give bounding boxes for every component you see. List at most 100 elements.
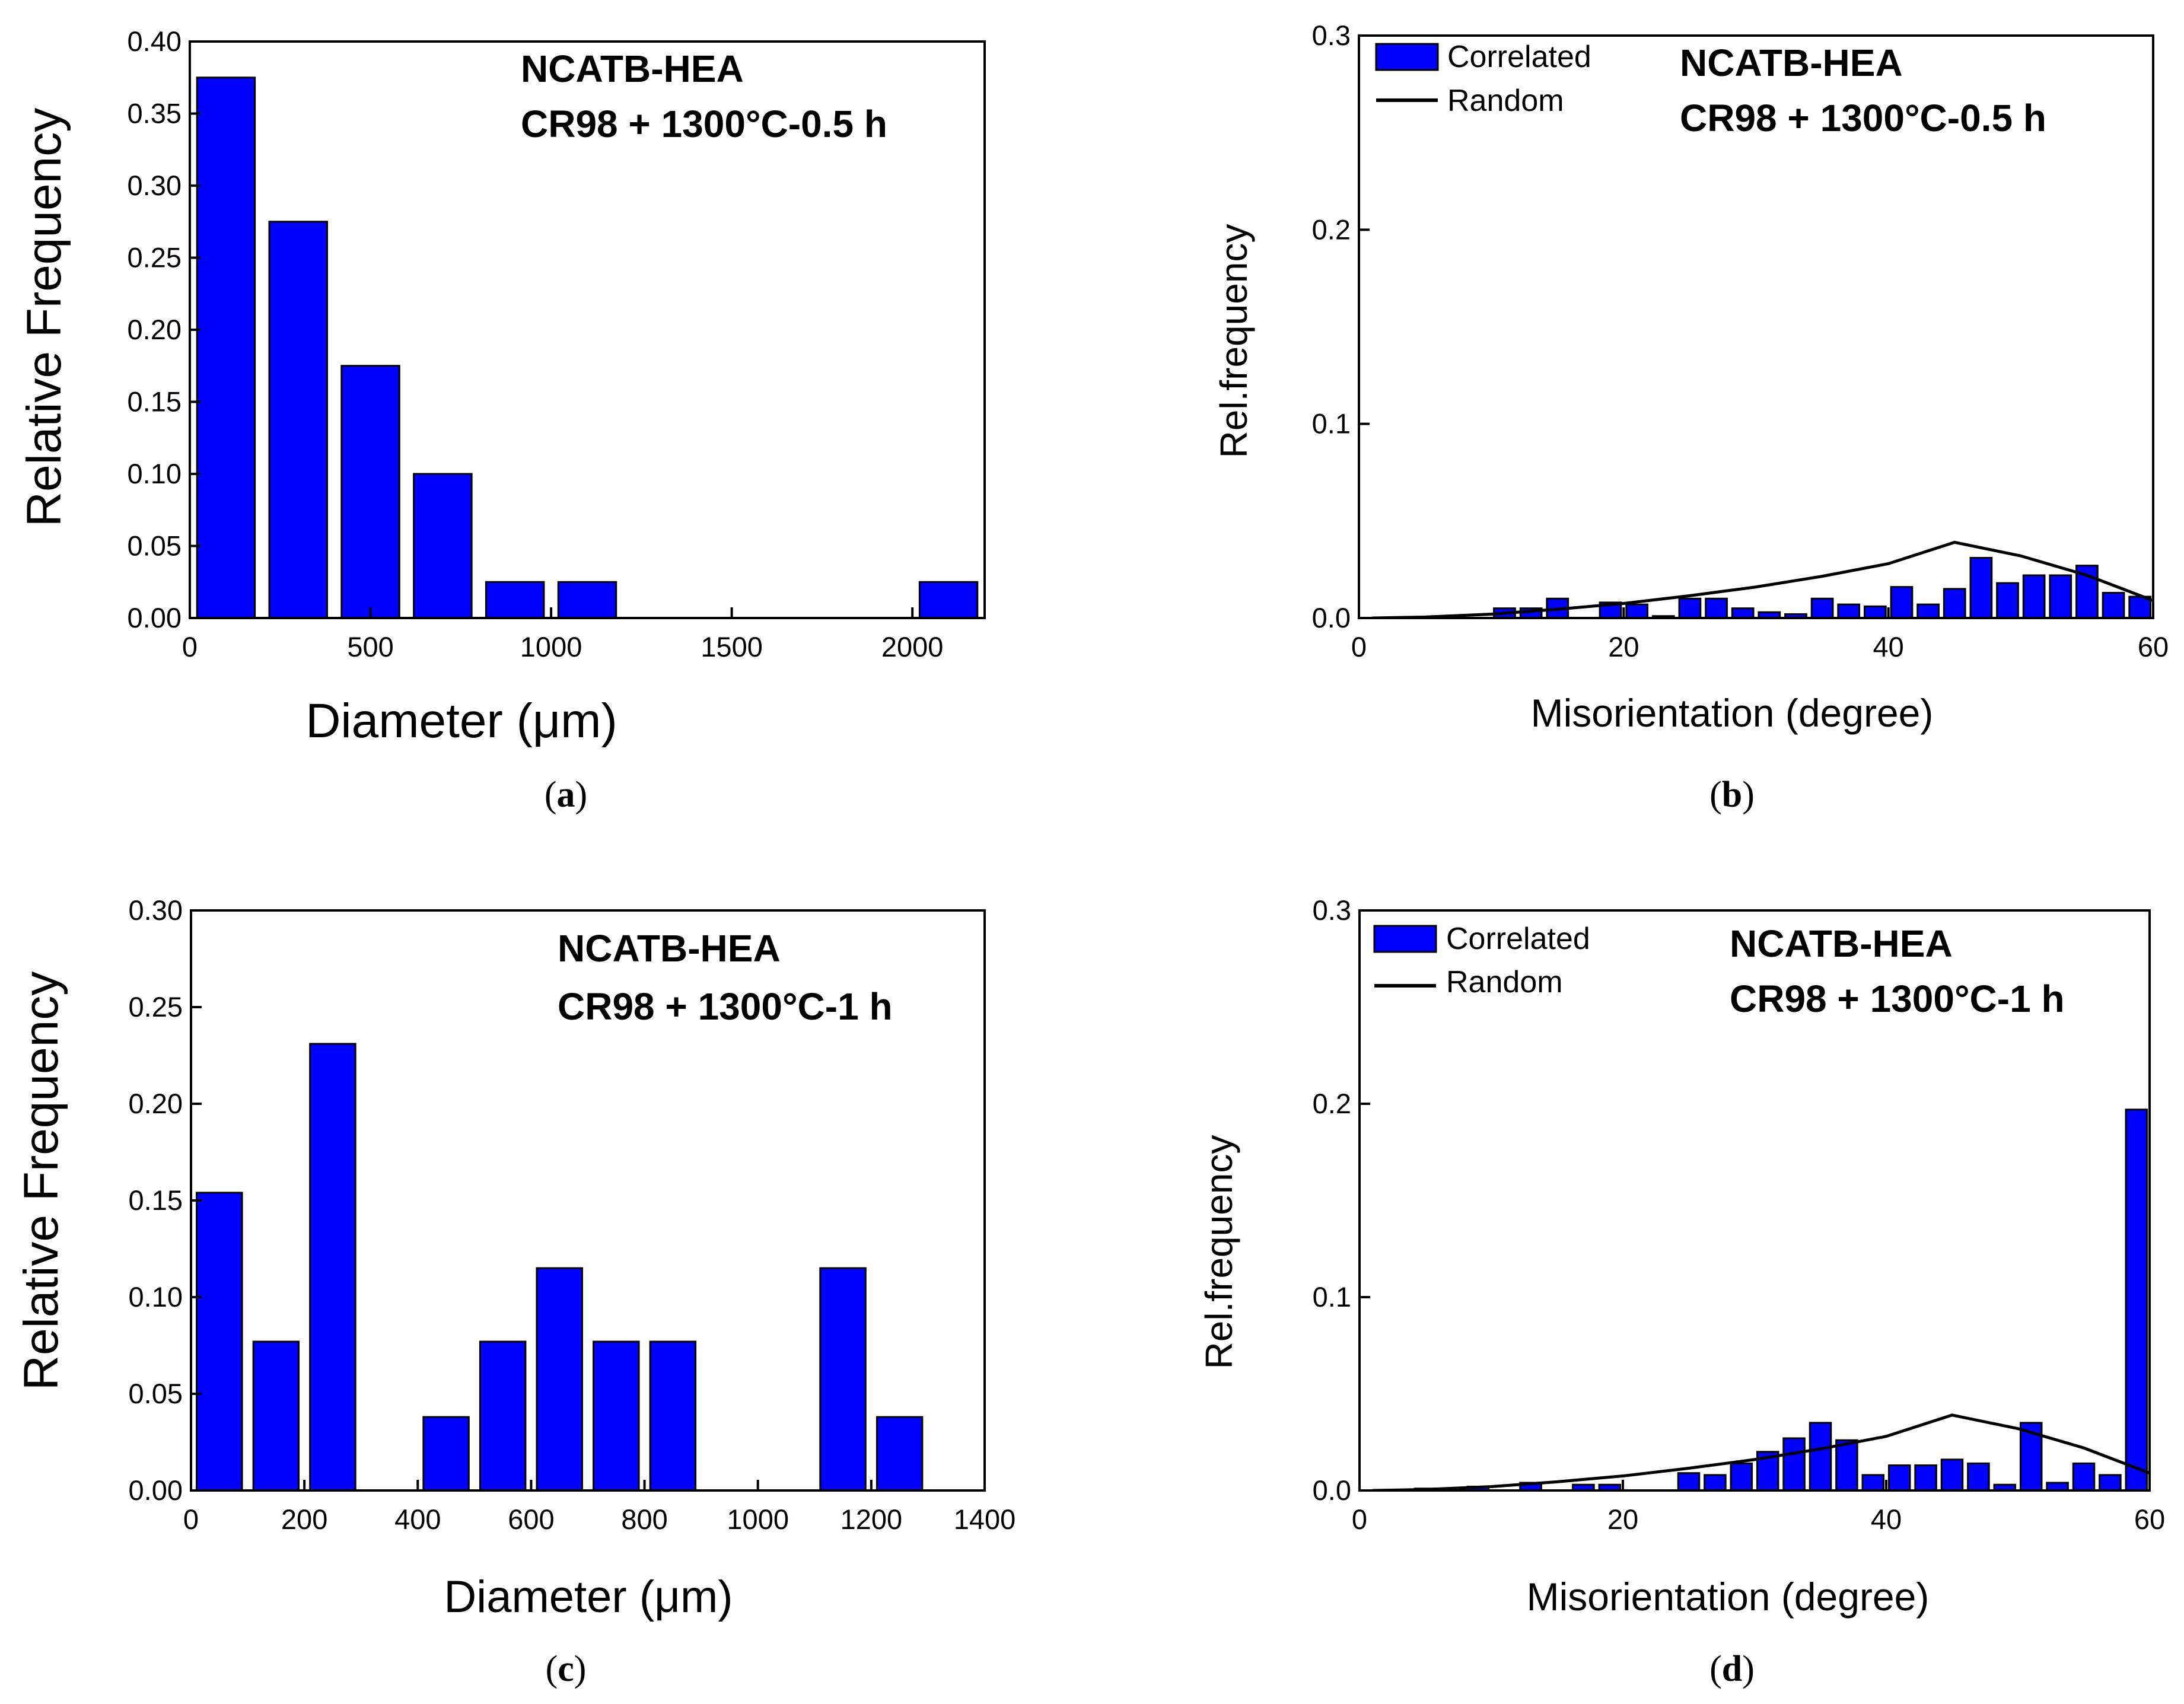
panel-d-xlabel: Misorientation (degree)	[1527, 1575, 1930, 1619]
panel-b-bar	[1969, 557, 1993, 618]
panel-d-bar	[1835, 1439, 1858, 1490]
panel-a-xlabel-end: )	[601, 694, 617, 748]
panel-c-xtick-label: 1400	[954, 1504, 1016, 1535]
panel-d-frame	[1358, 909, 2151, 1492]
panel-a-ytick-label: 0.15	[128, 386, 182, 418]
panel-c-xlabel-unit: μm	[654, 1572, 718, 1622]
panel-d-xtick-label: 40	[1871, 1504, 1902, 1535]
panel-b-legend-swatch-correlated	[1375, 43, 1439, 71]
panel-c-ytick-label: 0.15	[129, 1184, 183, 1216]
panel-c-bar	[252, 1340, 300, 1490]
panel-c-ylabel: Relative Frequency	[14, 972, 68, 1390]
panel-b-ytick-label: 0.2	[1312, 214, 1351, 245]
panel-d-ytick-label: 0.3	[1313, 894, 1351, 926]
panel-d-bar	[1914, 1464, 1937, 1490]
panel-d-legend-random: Random	[1446, 965, 1563, 999]
panel-a-bar	[413, 473, 473, 618]
panel-b-xtick-label: 20	[1608, 631, 1639, 663]
panel-c-annotation-line2: CR98 + 1300°C-1 h	[558, 985, 893, 1028]
panel-d-bar	[2125, 1109, 2148, 1490]
panel-b-bars	[1493, 557, 2152, 618]
panel-d-xtick-label: 60	[2134, 1504, 2165, 1535]
panel-a-xlabel-unit: μm	[533, 694, 601, 748]
panel-b-caption: (b)	[1709, 775, 1755, 815]
panel-b-frame	[1358, 34, 2154, 619]
panel-d-ytick-label: 0.0	[1313, 1474, 1351, 1506]
panel-b-plot-layer: 0.0 0.1 0.2 0.3 0 20 40 60	[1312, 20, 2169, 663]
panel-d-annotation-line2: CR98 + 1300°C-1 h	[1730, 977, 2065, 1020]
panel-c-xtick-label: 1000	[727, 1504, 789, 1535]
panel-d-plot-layer: 0.0 0.1 0.2 0.3 0 20 40 60	[1313, 894, 2165, 1535]
panel-d-caption: (d)	[1709, 1649, 1755, 1689]
panel-a-ytick-label: 0.00	[128, 602, 182, 633]
panel-b-legend-correlated: Correlated	[1447, 40, 1591, 74]
panel-b-bar	[1625, 603, 1649, 618]
panel-d-bars	[1413, 1109, 2148, 1490]
panel-c-plot-layer: 0.00 0.05 0.10 0.15 0.20 0.25 0.30 0 200 400 600 80…	[129, 894, 1016, 1535]
panel-b-bar	[1943, 588, 1966, 618]
panel-b-xtick-label: 60	[2138, 631, 2169, 663]
panel-a-bar	[557, 581, 617, 618]
panel-b-ytick-label: 0.1	[1312, 408, 1351, 439]
panel-a-ytick-label: 0.25	[128, 242, 182, 273]
panel-c-bar	[196, 1192, 243, 1490]
panel-a-ytick-label: 0.35	[128, 98, 182, 129]
panel-c-bar	[649, 1340, 697, 1490]
panel-a-bar	[196, 77, 256, 618]
panel-b: 0.0 0.1 0.2 0.3 0 20 40 60 Rel.frequency Misori…	[1212, 20, 2169, 815]
panel-c-xlabel-end: )	[718, 1572, 733, 1622]
panel-a-ytick-label: 0.10	[128, 458, 182, 489]
panel-b-ylabel: Rel.frequency	[1212, 224, 1255, 458]
panel-d-bar	[1861, 1474, 1885, 1490]
panel-b-series-line-random	[1372, 540, 2153, 618]
panel-b-bar	[2102, 591, 2125, 618]
panel-d-series-line-random	[1373, 1413, 2150, 1490]
panel-b-legend-random: Random	[1447, 84, 1564, 118]
panel-a-xlabel-text: Diameter (	[305, 694, 533, 748]
panel-a-xtick-label: 2000	[881, 631, 944, 663]
panel-c-xtick-label: 200	[281, 1504, 327, 1535]
panel-d-ytick-label: 0.2	[1313, 1088, 1351, 1119]
panel-c-xtick-label: 0	[183, 1504, 199, 1535]
panel-d-annotation-line1: NCATB-HEA	[1730, 922, 1953, 965]
panel-c-bars	[196, 1043, 924, 1490]
panel-c-annotation-line1: NCATB-HEA	[558, 927, 781, 970]
panel-b-bar	[1758, 611, 1781, 618]
panel-a-annotation-line2: CR98 + 1300°C-0.5 h	[521, 103, 887, 145]
panel-c-xtick-label: 800	[621, 1504, 667, 1535]
panel-d-xtick-label: 0	[1352, 1504, 1367, 1535]
panel-c-bar	[536, 1267, 583, 1490]
panel-b-bar	[1810, 597, 1834, 618]
panel-a-bars	[196, 77, 979, 618]
panel-a-caption-letter: a	[557, 775, 575, 815]
panel-c-ytick-label: 0.00	[129, 1474, 183, 1506]
panel-b-bar	[1678, 597, 1702, 618]
panel-d-caption-letter: d	[1722, 1649, 1742, 1689]
panel-c: 0.00 0.05 0.10 0.15 0.20 0.25 0.30 0 200 400 600 80…	[14, 894, 1015, 1689]
panel-b-bar	[1890, 586, 1914, 618]
panel-d-xtick-label: 20	[1607, 1504, 1638, 1535]
panel-d-bar	[1782, 1437, 1806, 1490]
panel-b-annotation-line2: CR98 + 1300°C-0.5 h	[1680, 97, 2046, 139]
panel-a-bar	[340, 365, 400, 618]
panel-d-bar	[2099, 1474, 2122, 1490]
panel-a-xtick-label: 0	[182, 631, 198, 663]
panel-c-bar	[875, 1416, 924, 1490]
panel-b-annotation-line1: NCATB-HEA	[1680, 42, 1903, 84]
panel-c-xlabel: Diameter (μm)	[444, 1572, 733, 1622]
panel-c-ytick-label: 0.10	[129, 1281, 183, 1313]
panel-b-xtick-label: 40	[1873, 631, 1904, 663]
panel-b-caption-letter: b	[1722, 775, 1742, 815]
panel-d-bar	[1940, 1458, 1964, 1490]
panel-d: 0.0 0.1 0.2 0.3 0 20 40 60 Rel.frequency Misori…	[1198, 894, 2165, 1689]
panel-c-xtick-label: 600	[508, 1504, 554, 1535]
panel-b-xlabel: Misorientation (degree)	[1531, 691, 1934, 735]
panel-c-xlabel-text: Diameter (	[444, 1572, 654, 1622]
panel-a-xlabel: Diameter (μm)	[305, 694, 617, 748]
panel-c-bar	[422, 1416, 470, 1490]
panel-c-bar	[479, 1340, 527, 1490]
panel-d-bar	[1967, 1462, 1990, 1490]
panel-c-ytick-label: 0.30	[129, 894, 183, 926]
panel-d-bar	[1704, 1474, 1727, 1490]
panel-b-bar	[1731, 607, 1755, 618]
